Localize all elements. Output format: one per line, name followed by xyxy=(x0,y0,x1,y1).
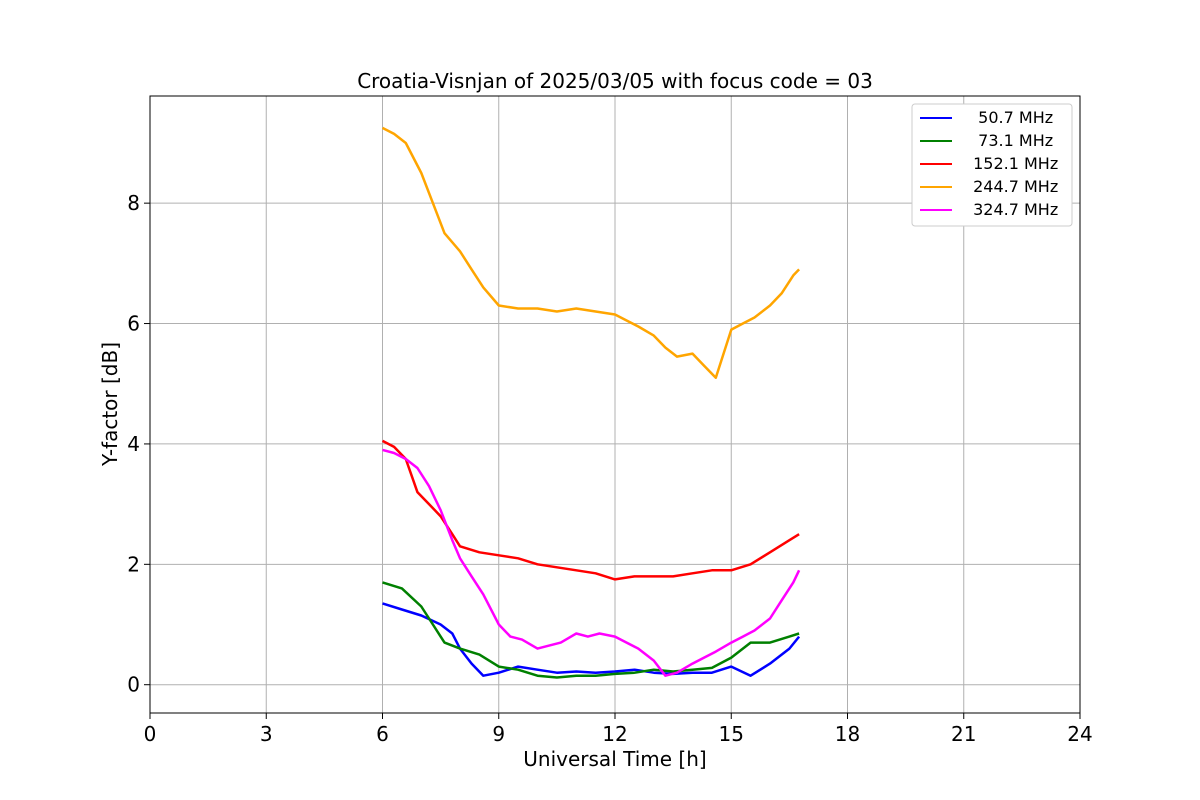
y-axis-label: Y-factor [dB] xyxy=(98,342,122,467)
series-line-152-1-mhz xyxy=(381,439,800,581)
grid-lines xyxy=(149,96,1081,713)
x-tick-label: 0 xyxy=(144,722,157,746)
legend-label-73-1-mhz: 73.1 MHz xyxy=(968,131,1053,150)
series-line-244-7-mhz xyxy=(381,126,800,379)
y-tick-label: 6 xyxy=(127,312,140,336)
series-line-50-7-mhz xyxy=(382,602,801,677)
x-tick-label: 12 xyxy=(602,722,627,746)
y-tick-label: 0 xyxy=(127,673,140,697)
x-tick-label: 18 xyxy=(835,722,860,746)
legend-label-324-7-mhz: 324.7 MHz xyxy=(968,200,1058,219)
series-line-324-7-mhz xyxy=(382,448,801,677)
series-line-73-1-mhz xyxy=(382,581,800,679)
legend-label-244-7-mhz: 244.7 MHz xyxy=(968,177,1058,196)
x-tick-label: 3 xyxy=(260,722,273,746)
y-tick-label: 2 xyxy=(127,552,140,576)
x-tick-label: 21 xyxy=(951,722,976,746)
legend-label-50-7-mhz: 50.7 MHz xyxy=(968,108,1053,127)
legend-label-152-1-mhz: 152.1 MHz xyxy=(968,154,1058,173)
x-axis-ticks: 0 3 6 9 12 15 18 21 24 xyxy=(144,713,1093,746)
chart-title: Croatia-Visnjan of 2025/03/05 with focus… xyxy=(357,69,873,93)
legend-box xyxy=(911,103,1073,227)
y-tick-label: 4 xyxy=(127,432,140,456)
x-tick-label: 6 xyxy=(376,722,389,746)
series-group xyxy=(381,126,801,679)
x-axis-label: Universal Time [h] xyxy=(523,747,706,771)
y-tick-label: 8 xyxy=(127,191,140,215)
x-tick-label: 24 xyxy=(1067,722,1092,746)
y-axis-ticks: 0 2 4 6 8 xyxy=(127,191,150,697)
x-tick-label: 15 xyxy=(719,722,744,746)
legend: 50.7 MHz 73.1 MHz 152.1 MHz 244.7 MHz 32… xyxy=(911,103,1073,227)
x-tick-label: 9 xyxy=(492,722,505,746)
